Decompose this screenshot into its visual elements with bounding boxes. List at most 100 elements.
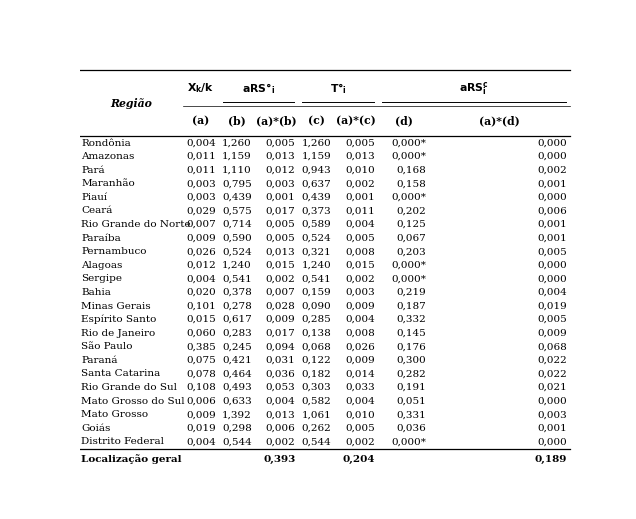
Text: (b): (b) (228, 116, 246, 127)
Text: Rondônia: Rondônia (81, 139, 131, 147)
Text: 0,019: 0,019 (537, 302, 567, 310)
Text: 0,036: 0,036 (266, 370, 295, 378)
Text: 0,122: 0,122 (301, 356, 331, 365)
Text: 0,544: 0,544 (301, 438, 331, 446)
Text: Região: Região (110, 98, 152, 109)
Text: 0,067: 0,067 (397, 234, 427, 242)
Text: (d): (d) (395, 116, 413, 127)
Text: 0,094: 0,094 (266, 343, 295, 351)
Text: 0,005: 0,005 (345, 424, 375, 433)
Text: 0,393: 0,393 (263, 455, 295, 463)
Text: 0,182: 0,182 (301, 370, 331, 378)
Text: 0,108: 0,108 (186, 383, 216, 392)
Text: 0,524: 0,524 (222, 247, 252, 256)
Text: 0,031: 0,031 (266, 356, 295, 365)
Text: Localização geral: Localização geral (81, 454, 182, 464)
Text: 0,298: 0,298 (222, 424, 252, 433)
Text: 0,000*: 0,000* (392, 193, 427, 202)
Text: $\mathbf{T°_i}$: $\mathbf{T°_i}$ (329, 81, 347, 95)
Text: 0,285: 0,285 (301, 315, 331, 324)
Text: 0,002: 0,002 (345, 438, 375, 446)
Text: 0,011: 0,011 (345, 207, 375, 215)
Text: 0,001: 0,001 (345, 193, 375, 202)
Text: 0,005: 0,005 (537, 247, 567, 256)
Text: 0,005: 0,005 (266, 220, 295, 229)
Text: 0,029: 0,029 (186, 207, 216, 215)
Text: 0,007: 0,007 (186, 220, 216, 229)
Text: 0,493: 0,493 (222, 383, 252, 392)
Text: 0,159: 0,159 (301, 288, 331, 297)
Text: 0,003: 0,003 (186, 193, 216, 202)
Text: 0,022: 0,022 (537, 356, 567, 365)
Text: 0,002: 0,002 (266, 275, 295, 283)
Text: 0,004: 0,004 (537, 288, 567, 297)
Text: 0,008: 0,008 (345, 329, 375, 338)
Text: Espírito Santo: Espírito Santo (81, 315, 157, 324)
Text: 0,002: 0,002 (345, 179, 375, 188)
Text: 0,000: 0,000 (537, 152, 567, 161)
Text: 0,090: 0,090 (301, 302, 331, 310)
Text: 0,282: 0,282 (397, 370, 427, 378)
Text: 1,159: 1,159 (301, 152, 331, 161)
Text: $\mathbf{aRS^c_i}$: $\mathbf{aRS^c_i}$ (459, 80, 488, 97)
Text: Rio Grande do Norte: Rio Grande do Norte (81, 220, 191, 229)
Text: 0,332: 0,332 (397, 315, 427, 324)
Text: Goiás: Goiás (81, 424, 111, 433)
Text: 0,012: 0,012 (266, 166, 295, 175)
Text: 0,575: 0,575 (222, 207, 252, 215)
Text: 0,283: 0,283 (222, 329, 252, 338)
Text: 0,002: 0,002 (266, 438, 295, 446)
Text: 0,300: 0,300 (397, 356, 427, 365)
Text: 0,617: 0,617 (222, 315, 252, 324)
Text: 0,015: 0,015 (186, 315, 216, 324)
Text: 0,011: 0,011 (186, 152, 216, 161)
Text: 0,009: 0,009 (345, 302, 375, 310)
Text: 0,036: 0,036 (397, 424, 427, 433)
Text: Santa Catarina: Santa Catarina (81, 370, 161, 378)
Text: 0,026: 0,026 (345, 343, 375, 351)
Text: Rio Grande do Sul: Rio Grande do Sul (81, 383, 177, 392)
Text: Ceará: Ceará (81, 207, 113, 215)
Text: 0,189: 0,189 (535, 455, 567, 463)
Text: 0,009: 0,009 (186, 410, 216, 419)
Text: 0,008: 0,008 (345, 247, 375, 256)
Text: 0,001: 0,001 (537, 179, 567, 188)
Text: 0,004: 0,004 (186, 438, 216, 446)
Text: 0,021: 0,021 (537, 383, 567, 392)
Text: 0,007: 0,007 (266, 288, 295, 297)
Text: 0,005: 0,005 (345, 234, 375, 242)
Text: Minas Gerais: Minas Gerais (81, 302, 151, 310)
Text: 0,321: 0,321 (301, 247, 331, 256)
Text: 0,004: 0,004 (345, 315, 375, 324)
Text: 0,002: 0,002 (345, 275, 375, 283)
Text: 0,278: 0,278 (222, 302, 252, 310)
Text: 0,017: 0,017 (266, 329, 295, 338)
Text: 0,000*: 0,000* (392, 275, 427, 283)
Text: Distrito Federal: Distrito Federal (81, 438, 165, 446)
Text: 0,262: 0,262 (301, 424, 331, 433)
Text: 0,013: 0,013 (266, 152, 295, 161)
Text: 0,026: 0,026 (186, 247, 216, 256)
Text: 0,013: 0,013 (266, 410, 295, 419)
Text: 0,582: 0,582 (301, 397, 331, 406)
Text: Sergipe: Sergipe (81, 275, 123, 283)
Text: 0,795: 0,795 (222, 179, 252, 188)
Text: 0,590: 0,590 (222, 234, 252, 242)
Text: 0,033: 0,033 (345, 383, 375, 392)
Text: 0,005: 0,005 (345, 139, 375, 147)
Text: (a): (a) (192, 116, 210, 127)
Text: 0,000: 0,000 (537, 275, 567, 283)
Text: Pernambuco: Pernambuco (81, 247, 147, 256)
Text: 0,524: 0,524 (301, 234, 331, 242)
Text: 0,002: 0,002 (537, 166, 567, 175)
Text: 0,544: 0,544 (222, 438, 252, 446)
Text: $\mathbf{aRS°_i}$: $\mathbf{aRS°_i}$ (242, 81, 275, 95)
Text: 0,004: 0,004 (266, 397, 295, 406)
Text: 0,004: 0,004 (345, 397, 375, 406)
Text: 0,714: 0,714 (222, 220, 252, 229)
Text: Mato Grosso: Mato Grosso (81, 410, 149, 419)
Text: 0,009: 0,009 (345, 356, 375, 365)
Text: Paraná: Paraná (81, 356, 118, 365)
Text: 0,003: 0,003 (345, 288, 375, 297)
Text: 0,001: 0,001 (537, 424, 567, 433)
